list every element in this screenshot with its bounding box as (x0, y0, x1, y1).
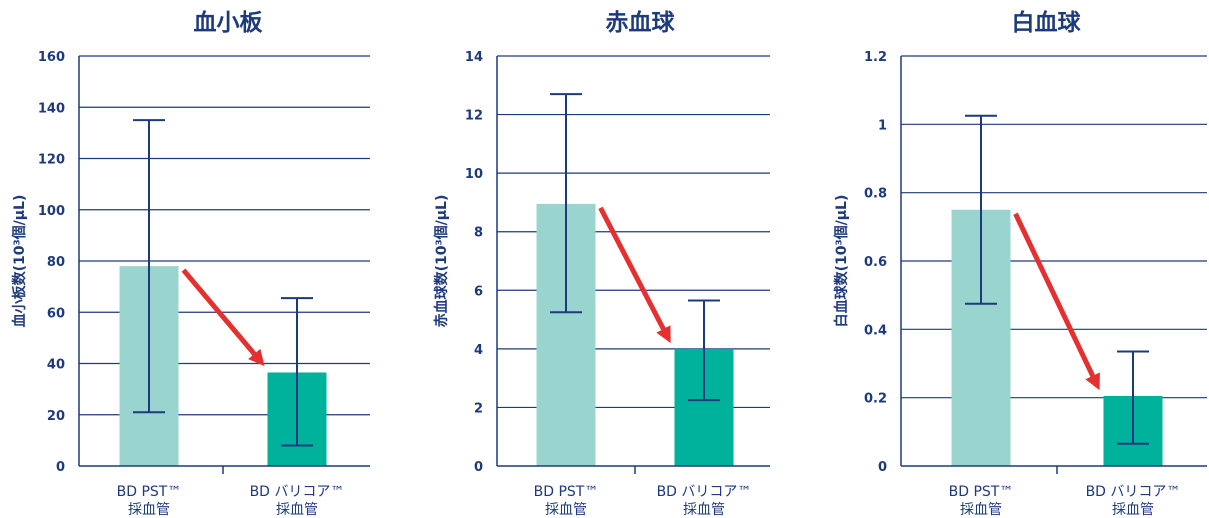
y-tick-label: 8 (474, 226, 483, 241)
x-category-label: BD バリコア™ (1086, 484, 1181, 500)
decrease-arrow (181, 268, 265, 367)
x-category-label: 採血管 (683, 502, 725, 518)
chart-title: 血小板 (194, 9, 264, 36)
y-tick-label: 0.8 (864, 187, 887, 202)
chart-title: 白血球 (1012, 9, 1082, 36)
x-category-label: 採血管 (1112, 502, 1154, 518)
x-category-label: 採血管 (128, 502, 170, 518)
y-tick-label: 0.4 (864, 323, 887, 338)
y-tick-label: 1.2 (864, 50, 887, 65)
x-category-label: BD PST™ (949, 484, 1014, 500)
y-tick-label: 20 (47, 409, 65, 424)
y-tick-label: 0 (56, 460, 65, 475)
y-tick-label: 10 (465, 167, 483, 182)
y-tick-label: 4 (474, 343, 483, 358)
y-tick-label: 80 (47, 255, 65, 270)
y-tick-label: 14 (465, 50, 483, 65)
y-tick-label: 0 (474, 460, 483, 475)
decrease-arrow (598, 206, 671, 344)
y-tick-label: 100 (38, 204, 65, 219)
x-category-label: 採血管 (545, 502, 587, 518)
y-tick-label: 1 (878, 118, 887, 133)
chart-panel-3: 白血球 0 0.2 0.4 0.6 0.8 1 1.2 BD PST™ 採血管 BD バリコア™ 採血… (833, 9, 1207, 518)
x-category-label: BD PST™ (534, 484, 599, 500)
y-tick-label: 0 (878, 460, 887, 475)
x-category-label: 採血管 (960, 502, 1002, 518)
chart-title: 赤血球 (606, 9, 676, 36)
chart-panel-1: 血小板 0 20 40 60 80 100 120 140 160 BD PST™ 採血管 BD バリコ… (11, 9, 370, 518)
y-tick-label: 160 (38, 50, 65, 65)
x-category-label: BD バリコア™ (250, 484, 345, 500)
decrease-arrow (1013, 212, 1100, 391)
chart-panel-2: 赤血球 0 2 4 6 8 10 12 14 BD PST™ 採血管 BD バリコア™ 採血管 赤血球数(… (433, 9, 770, 518)
y-tick-label: 0.2 (864, 392, 887, 407)
x-category-label: 採血管 (276, 502, 318, 518)
y-tick-label: 6 (474, 284, 483, 299)
y-tick-label: 0.6 (864, 255, 887, 270)
x-category-label: BD バリコア™ (657, 484, 752, 500)
y-tick-label: 2 (474, 401, 483, 416)
y-tick-label: 12 (465, 109, 483, 124)
y-tick-label: 40 (47, 358, 65, 373)
y-tick-label: 140 (38, 101, 65, 116)
y-axis-label: 血小板数(10³個/μL) (11, 195, 28, 328)
x-category-label: BD PST™ (117, 484, 182, 500)
y-axis-label: 赤血球数(10³個/μL) (433, 195, 450, 328)
y-tick-label: 60 (47, 306, 65, 321)
y-axis-label: 白血球数(10³個/μL) (833, 195, 850, 328)
y-tick-label: 120 (38, 153, 65, 168)
